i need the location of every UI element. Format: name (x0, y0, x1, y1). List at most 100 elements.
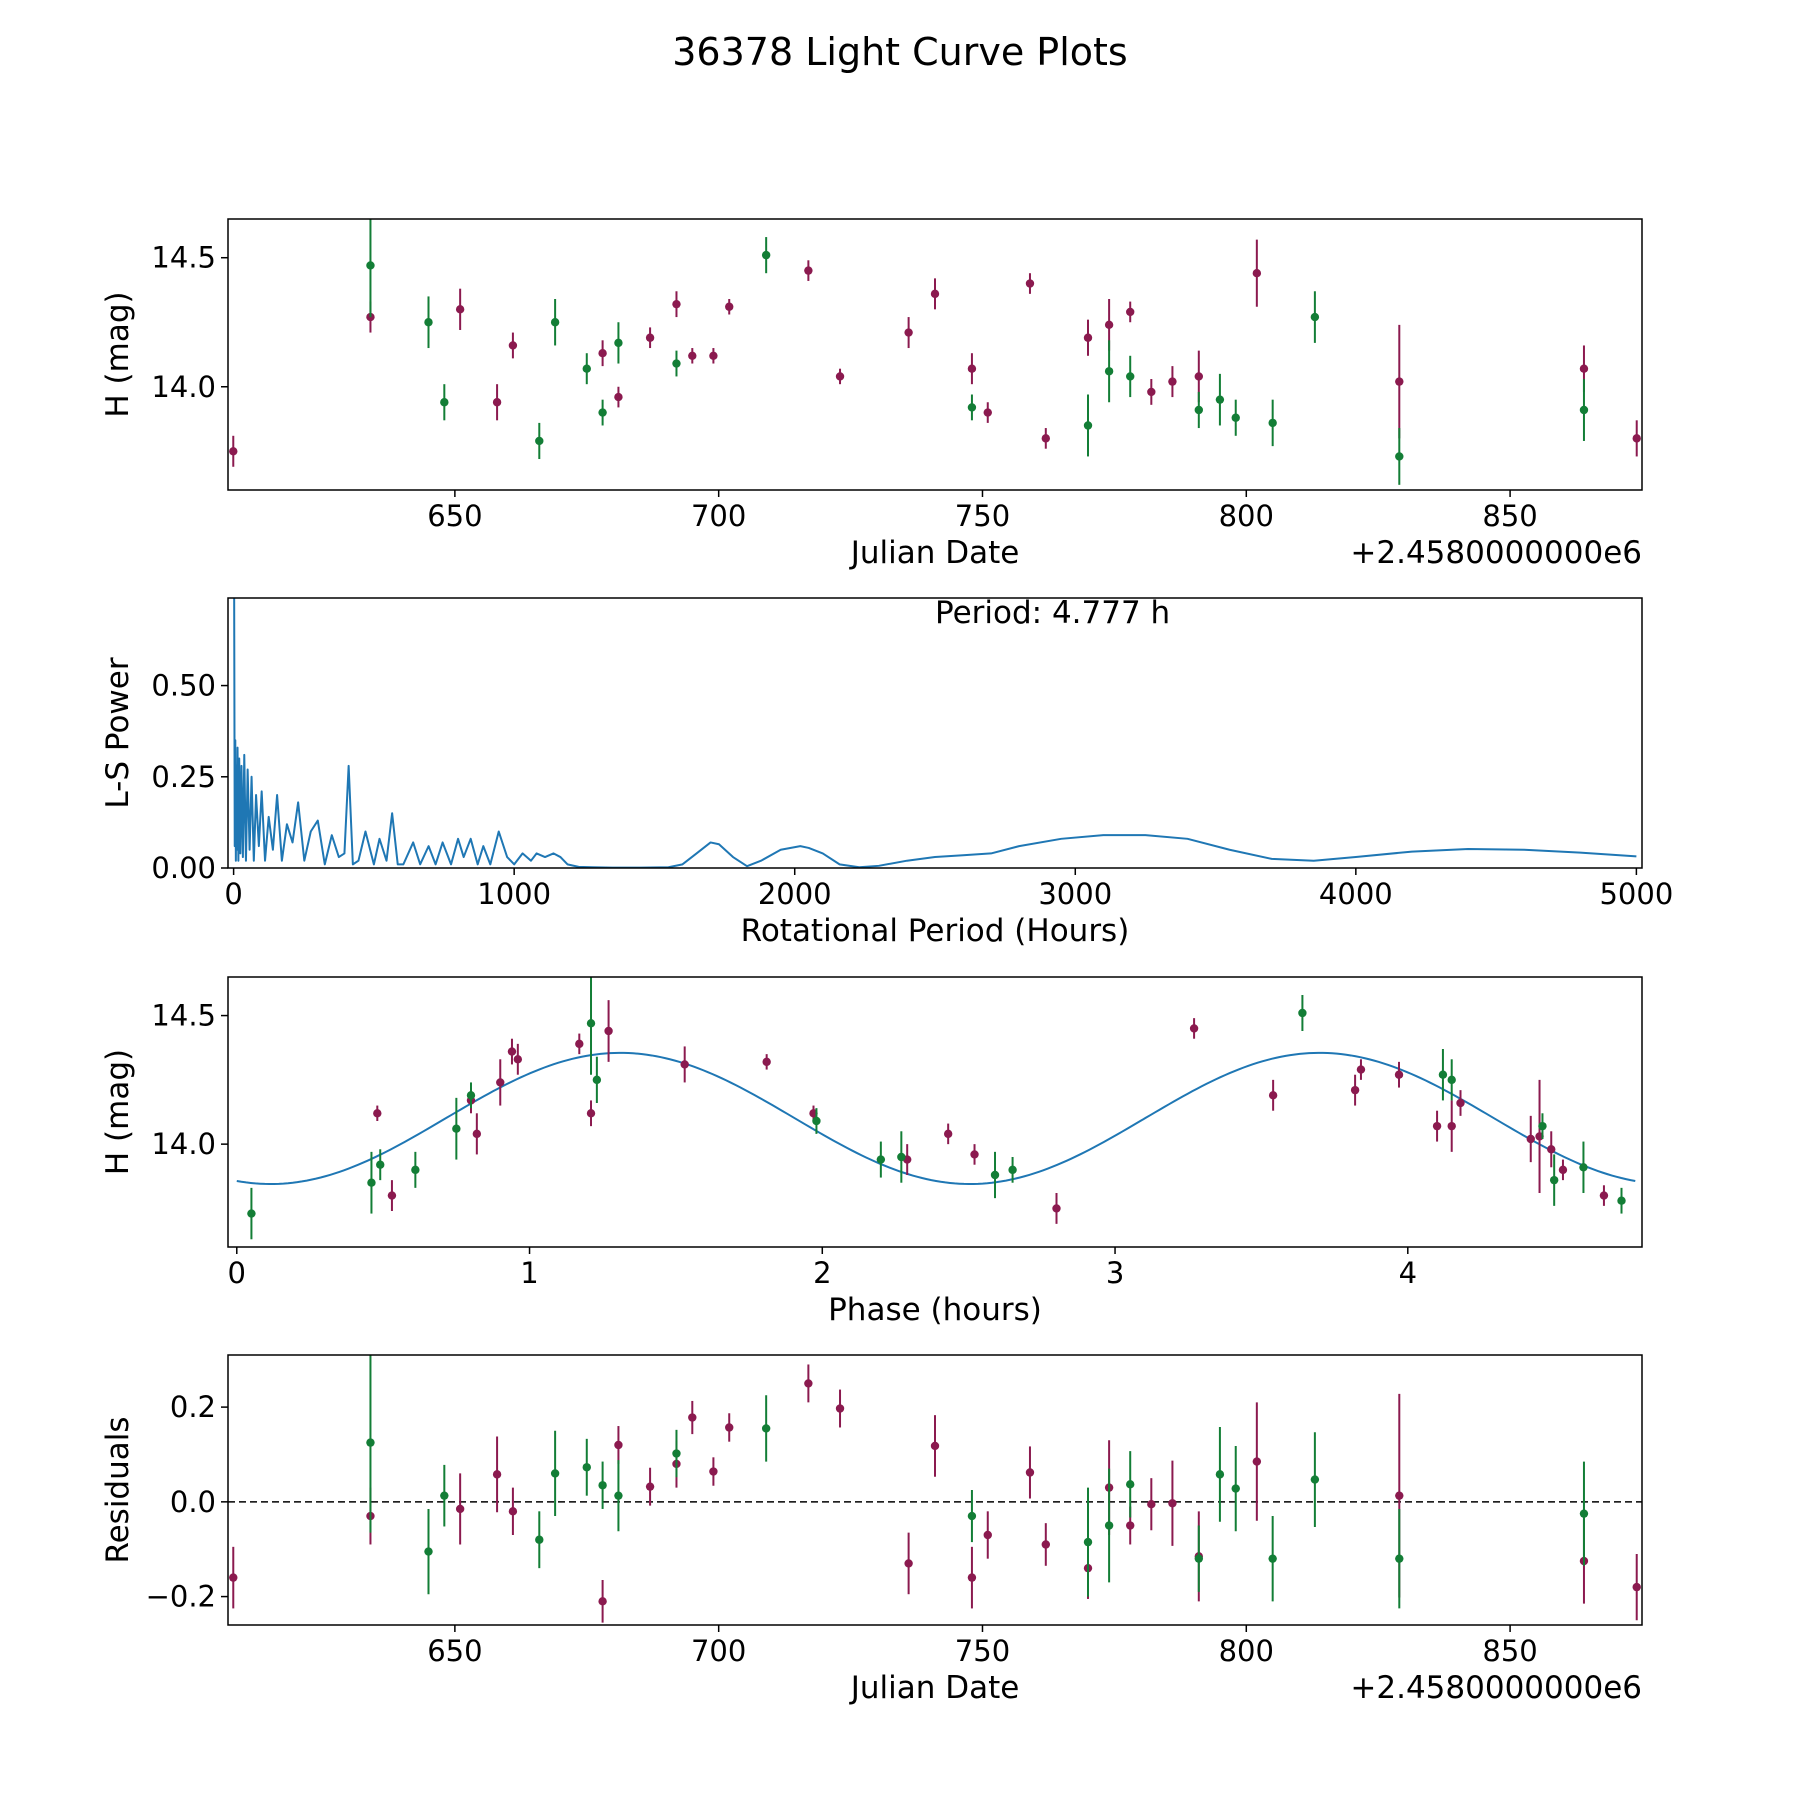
data-point-g (614, 1491, 623, 1500)
panels: 650 700 750 800 850 14.0 14.5 Julian Date H (mag… (100, 218, 1673, 1706)
data-point-r (1025, 1468, 1035, 1477)
data-point-r (709, 1467, 718, 1476)
data-point-g (1194, 405, 1204, 415)
data-point-r (508, 1507, 518, 1516)
periodogram-panel: 0 1000 2000 3000 4000 5000 0.00 0.25 0.50 Rotatio… (100, 595, 1673, 949)
data-point-g (614, 338, 623, 348)
data-point-r (970, 1150, 979, 1159)
data-point-g (598, 408, 607, 417)
data-point-g (452, 1124, 461, 1133)
data-point-r (1147, 387, 1156, 397)
y-axis-label: Residuals (100, 1416, 136, 1563)
data-point-g (1268, 1554, 1277, 1563)
data-point-g (1083, 1537, 1093, 1547)
data-point-r (688, 351, 697, 360)
data-point-r (983, 1530, 992, 1540)
y-tick-label: 14.0 (151, 370, 216, 404)
data-point-r (598, 1597, 607, 1606)
residuals-plot-area (228, 1355, 1642, 1623)
data-point-r (1268, 1091, 1278, 1100)
data-point-r (614, 1440, 623, 1450)
data-point-r (1194, 372, 1204, 381)
data-point-g (592, 1075, 602, 1085)
data-point-g (366, 1438, 375, 1447)
y-tick-label: 14.0 (151, 1127, 216, 1161)
x-tick-label: 850 (1482, 499, 1537, 533)
data-point-r (1432, 1121, 1442, 1131)
data-point-g (1194, 1554, 1204, 1563)
data-point-g (466, 1091, 476, 1100)
data-point-g (366, 261, 375, 270)
data-point-r (1252, 269, 1262, 278)
data-point-g (897, 1152, 906, 1162)
y-tick-label: 14.5 (151, 241, 216, 275)
data-point-r (1356, 1065, 1366, 1074)
data-point-g (582, 1463, 591, 1472)
x-tick-label: 1 (520, 1256, 538, 1290)
data-point-g (550, 318, 560, 327)
data-point-r (645, 1482, 655, 1491)
x-tick-label: 750 (955, 1634, 1010, 1668)
data-point-g (761, 1424, 771, 1433)
data-point-g (1310, 1475, 1320, 1484)
data-point-g (367, 1178, 376, 1187)
data-point-g (672, 359, 681, 368)
periodogram-frame (227, 597, 1643, 869)
data-point-g (1215, 395, 1225, 404)
data-point-g (967, 403, 977, 412)
period-annotation: Period: 4.777 h (935, 595, 1170, 631)
data-point-r (1632, 1582, 1641, 1592)
data-point-g (1298, 1008, 1307, 1018)
data-point-g (876, 1155, 886, 1164)
data-point-r (1083, 333, 1093, 342)
figure-title: 36378 Light Curve Plots (672, 30, 1127, 74)
data-point-r (762, 1057, 771, 1067)
data-point-r (904, 328, 913, 337)
data-point-g (1579, 1163, 1588, 1172)
x-offset-label: +2.4580000000e6 (1350, 535, 1642, 571)
y-tick-label: 0.00 (151, 851, 216, 885)
data-point-r (373, 1109, 382, 1118)
lightcurve-frame (227, 218, 1643, 491)
data-point-r (904, 1559, 913, 1568)
x-tick-label: 700 (691, 1634, 746, 1668)
data-point-g (411, 1165, 420, 1175)
data-point-r (725, 1423, 734, 1432)
x-tick-label: 650 (427, 499, 482, 533)
data-point-r (1350, 1085, 1360, 1095)
data-point-r (598, 349, 607, 358)
data-point-r (1041, 1540, 1050, 1549)
lightcurve-panel: 650 700 750 800 850 14.0 14.5 Julian Date H (mag… (100, 218, 1643, 571)
x-axis-label: Phase (hours) (828, 1292, 1042, 1328)
y-tick-label: 0.0 (170, 1485, 216, 1519)
data-point-r (680, 1060, 689, 1069)
data-point-r (1104, 320, 1114, 330)
x-tick-label: 700 (691, 499, 746, 533)
data-point-g (535, 436, 544, 446)
periodogram-plot-area (233, 598, 1637, 868)
data-point-r (804, 266, 813, 275)
data-point-r (1126, 1521, 1135, 1530)
data-point-r (943, 1129, 953, 1139)
x-tick-label: 2 (813, 1256, 831, 1290)
data-point-r (688, 1413, 697, 1422)
data-point-g (582, 364, 591, 373)
y-tick-label: −0.2 (146, 1580, 216, 1614)
x-axis-label: Julian Date (849, 535, 1020, 571)
data-point-g (812, 1116, 821, 1126)
data-point-g (1617, 1196, 1626, 1205)
data-point-r (455, 1504, 465, 1514)
data-point-r (508, 341, 518, 350)
data-point-g (1310, 312, 1320, 322)
data-point-g (440, 1491, 449, 1500)
data-point-g (1008, 1165, 1017, 1175)
x-axis-label: Rotational Period (Hours) (741, 913, 1130, 949)
y-tick-label: 0.25 (151, 760, 216, 794)
periodogram-line (233, 598, 1637, 868)
y-axis-label: H (mag) (100, 1049, 136, 1175)
x-tick-label: 750 (955, 499, 1010, 533)
data-point-r (586, 1109, 596, 1118)
model-fit-curve (236, 1051, 1636, 1186)
data-point-g (440, 398, 449, 407)
